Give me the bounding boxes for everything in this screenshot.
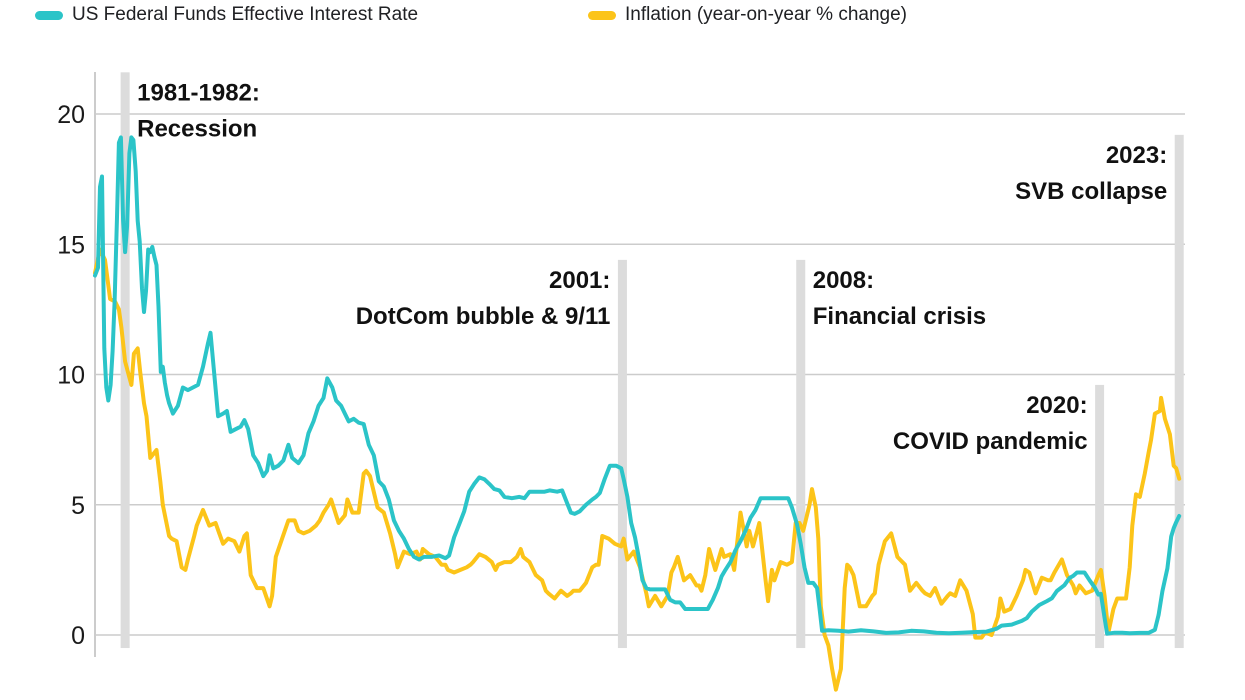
event-bar (1174, 134, 1184, 649)
event-bar (796, 259, 806, 649)
y-tick-label: 20 (57, 101, 85, 129)
event-annotation: Financial crisis (813, 303, 986, 330)
y-tick-label: 5 (71, 492, 85, 520)
inflation-swatch-icon (588, 10, 616, 20)
event-bar (1095, 384, 1105, 649)
inflation-line (93, 247, 1182, 692)
y-tick-label: 0 (71, 622, 85, 650)
fed-funds-swatch-icon (35, 10, 63, 20)
legend-label-fed-funds: US Federal Funds Effective Interest Rate (72, 4, 419, 25)
event-annotation: 2008: (813, 267, 874, 294)
legend: US Federal Funds Effective Interest Rate… (0, 2, 1245, 30)
y-tick-label: 10 (57, 362, 85, 390)
y-tick-label: 15 (57, 231, 85, 259)
event-annotation: 2023: (1106, 142, 1167, 169)
event-annotation: DotCom bubble & 9/11 (356, 303, 611, 330)
event-bar (617, 259, 627, 649)
legend-label-inflation: Inflation (year-on-year % change) (625, 4, 907, 25)
legend-item-fed-funds: US Federal Funds Effective Interest Rate (35, 2, 418, 28)
fed-funds-line (93, 135, 1182, 636)
legend-item-inflation: Inflation (year-on-year % change) (588, 2, 907, 28)
event-annotation: 2001: (549, 267, 610, 294)
event-annotation: 1981-1982: (137, 79, 260, 106)
event-annotation: SVB collapse (1015, 178, 1167, 205)
event-annotation: Recession (137, 115, 257, 142)
event-annotation: COVID pandemic (893, 428, 1088, 455)
event-annotation: 2020: (1026, 392, 1087, 419)
